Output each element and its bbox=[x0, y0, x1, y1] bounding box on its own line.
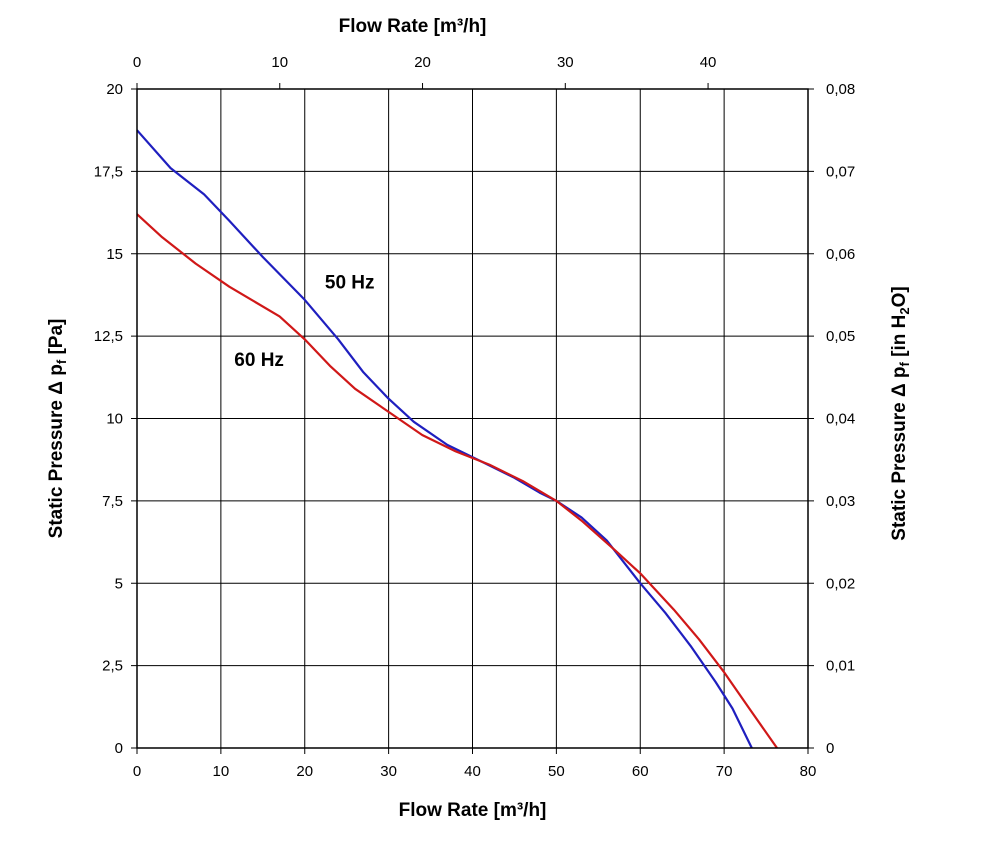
y-title-sub: f bbox=[54, 359, 69, 364]
y2-title-sub: f bbox=[897, 362, 912, 367]
x2-axis-title: Flow Rate [m³/h] bbox=[339, 16, 487, 37]
series-annotation: 50 Hz bbox=[325, 272, 375, 293]
y-tick-label: 15 bbox=[106, 246, 123, 263]
x-tick-label: 60 bbox=[632, 763, 649, 780]
y-axis-title-left: Static Pressure Δ pf [Pa] bbox=[46, 319, 69, 539]
x-tick-label: 10 bbox=[213, 763, 230, 780]
series-layer bbox=[136, 129, 778, 749]
x2-tick-label: 0 bbox=[133, 54, 141, 71]
y2-tick-label: 0,08 bbox=[826, 81, 855, 98]
y-title-base: Static Pressure Δ p bbox=[46, 364, 67, 538]
y2-tick-label: 0,05 bbox=[826, 328, 855, 345]
x-tick-label: 80 bbox=[800, 763, 817, 780]
y2-tick-label: 0,03 bbox=[826, 493, 855, 510]
tick-labels: 0 10 20 30 40 50 60 70 800 02,5 0,015 0,027,5 0,0310… bbox=[94, 54, 855, 780]
y2-tick-label: 0,07 bbox=[826, 163, 855, 180]
y2-title-base: Static Pressure Δ p bbox=[889, 367, 910, 541]
y-tick-label: 20 bbox=[106, 81, 123, 98]
x-tick-label: 0 bbox=[133, 763, 141, 780]
x2-tick-label: 20 bbox=[414, 54, 431, 71]
x2-tick-label: 40 bbox=[700, 54, 717, 71]
y2-tick-label: 0,02 bbox=[826, 575, 855, 592]
y-tick-label: 0 bbox=[115, 740, 123, 757]
y2-tick-label: 0,01 bbox=[826, 658, 855, 675]
annotations: 50 Hz 60 Hz bbox=[234, 272, 374, 370]
series-line bbox=[136, 213, 778, 749]
y-tick-label: 10 bbox=[106, 411, 123, 428]
y2-title-rest2: O] bbox=[889, 286, 910, 307]
y-tick-label: 17,5 bbox=[94, 163, 123, 180]
y2-tick-label: 0,04 bbox=[826, 411, 855, 428]
x2-tick-label: 30 bbox=[557, 54, 574, 71]
y-tick-label: 2,5 bbox=[102, 658, 123, 675]
series-line bbox=[136, 129, 753, 749]
plot-frame bbox=[136, 88, 809, 749]
y2-title-sub2: 2 bbox=[897, 307, 912, 314]
x-axis-title: Flow Rate [m³/h] bbox=[399, 800, 547, 821]
series-annotation: 60 Hz bbox=[234, 350, 284, 371]
y-title-rest: [Pa] bbox=[46, 319, 67, 360]
x-tick-label: 40 bbox=[464, 763, 481, 780]
x-tick-label: 30 bbox=[380, 763, 397, 780]
y2-tick-label: 0,06 bbox=[826, 246, 855, 263]
y-tick-label: 12,5 bbox=[94, 328, 123, 345]
x-tick-label: 20 bbox=[296, 763, 313, 780]
y-tick-label: 5 bbox=[115, 575, 123, 592]
y2-title-rest: [in H bbox=[889, 315, 910, 363]
x-tick-label: 50 bbox=[548, 763, 565, 780]
x-tick-label: 70 bbox=[716, 763, 733, 780]
y-axis-title-right: Static Pressure Δ pf [in H2O] bbox=[889, 286, 912, 540]
y2-tick-label: 0 bbox=[826, 740, 834, 757]
x2-tick-label: 10 bbox=[271, 54, 288, 71]
y-tick-label: 7,5 bbox=[102, 493, 123, 510]
